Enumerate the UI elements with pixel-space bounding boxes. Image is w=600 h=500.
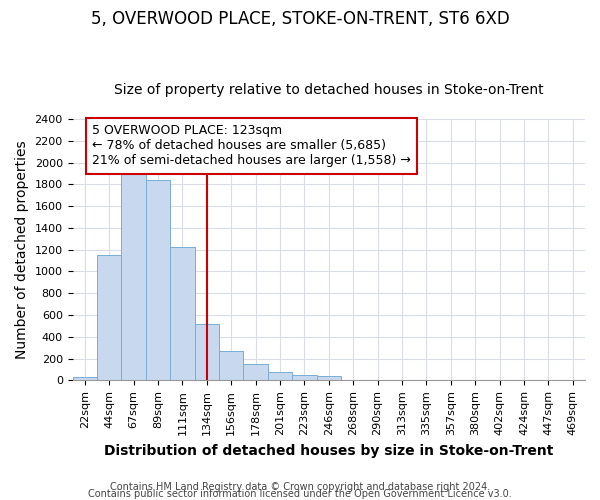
- Bar: [292, 375, 317, 380]
- Bar: [97, 255, 121, 380]
- Text: Contains public sector information licensed under the Open Government Licence v3: Contains public sector information licen…: [88, 489, 512, 499]
- Bar: [219, 351, 244, 380]
- Bar: [170, 248, 194, 380]
- Text: 5, OVERWOOD PLACE, STOKE-ON-TRENT, ST6 6XD: 5, OVERWOOD PLACE, STOKE-ON-TRENT, ST6 6…: [91, 10, 509, 28]
- X-axis label: Distribution of detached houses by size in Stoke-on-Trent: Distribution of detached houses by size …: [104, 444, 553, 458]
- Bar: [121, 168, 146, 380]
- Title: Size of property relative to detached houses in Stoke-on-Trent: Size of property relative to detached ho…: [114, 83, 544, 97]
- Text: 5 OVERWOOD PLACE: 123sqm
← 78% of detached houses are smaller (5,685)
21% of sem: 5 OVERWOOD PLACE: 123sqm ← 78% of detach…: [92, 124, 411, 168]
- Bar: [268, 372, 292, 380]
- Y-axis label: Number of detached properties: Number of detached properties: [15, 140, 29, 359]
- Text: Contains HM Land Registry data © Crown copyright and database right 2024.: Contains HM Land Registry data © Crown c…: [110, 482, 490, 492]
- Bar: [73, 377, 97, 380]
- Bar: [146, 180, 170, 380]
- Bar: [244, 364, 268, 380]
- Bar: [317, 376, 341, 380]
- Bar: [194, 324, 219, 380]
